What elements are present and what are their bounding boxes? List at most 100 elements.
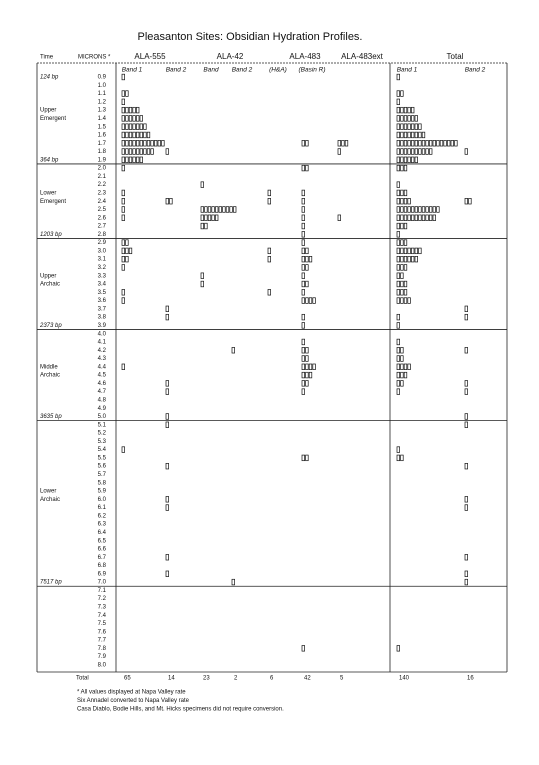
tally-box: [132, 131, 136, 139]
tally: [301, 297, 316, 304]
tally-box: [425, 206, 429, 213]
tally-box: [121, 247, 125, 255]
tally: [396, 388, 400, 395]
period-label: Archaic: [40, 497, 60, 503]
tally-box: [337, 140, 341, 147]
tally: [200, 272, 204, 279]
tally-box: [128, 123, 133, 130]
tally: [396, 371, 408, 379]
tally: [396, 239, 408, 246]
tally: [301, 388, 305, 395]
micron: 2.0: [98, 166, 107, 172]
tally: [396, 645, 400, 652]
tally-box: [403, 164, 408, 172]
total-value: 16: [467, 676, 474, 682]
tally-box: [301, 388, 305, 395]
tally-box: [132, 123, 136, 130]
tally-box: [128, 106, 133, 114]
band-header: (Basin R): [298, 67, 325, 74]
tally-box: [411, 206, 415, 213]
tally: [396, 247, 422, 255]
tally-box: [400, 189, 404, 197]
tally: [165, 313, 169, 321]
tally-box: [464, 313, 468, 321]
tally-box: [308, 371, 313, 379]
tally-box: [121, 98, 125, 105]
micron: 1.6: [98, 133, 107, 139]
tally-box: [403, 115, 408, 122]
tally: [337, 214, 341, 221]
micron: 4.3: [98, 356, 107, 362]
tally-box: [200, 222, 204, 230]
tally-box: [200, 214, 204, 221]
tally-box: [396, 355, 400, 362]
tally-box: [403, 222, 408, 230]
tally-box: [400, 239, 404, 246]
tally-box: [400, 198, 404, 205]
tally-box: [150, 148, 154, 155]
micron: 2.8: [98, 232, 107, 238]
band-header: Band 2: [232, 67, 253, 74]
tally-box: [400, 264, 404, 271]
tally: [301, 338, 305, 346]
tally-box: [425, 214, 429, 221]
tally: [301, 371, 313, 379]
tally-box: [464, 496, 468, 503]
total-value: 42: [304, 676, 311, 682]
tally-box: [396, 131, 400, 139]
tally-box: [165, 554, 169, 561]
micron: 6.6: [98, 547, 107, 553]
tally-box: [146, 140, 151, 147]
tally-box: [136, 148, 140, 155]
tally-box: [128, 156, 133, 163]
tally: [121, 73, 125, 81]
tally-box: [411, 115, 415, 122]
tally-box: [143, 140, 147, 147]
band-header: (H&A): [269, 67, 287, 74]
tally-box: [165, 496, 169, 503]
tally-box: [165, 380, 169, 387]
tally-box: [429, 140, 433, 147]
tally-box: [418, 247, 422, 255]
period-label: Lower: [40, 190, 56, 196]
tally: [396, 454, 404, 462]
tally-box: [407, 297, 411, 304]
tally: [464, 413, 468, 420]
tally-box: [207, 206, 212, 213]
micron: 5.8: [98, 480, 107, 486]
tally-box: [421, 131, 426, 139]
tally: [464, 504, 468, 511]
tally-box: [154, 140, 158, 147]
tally-box: [301, 297, 305, 304]
tally-box: [396, 256, 400, 263]
tally: [121, 198, 125, 205]
tally-box: [400, 347, 404, 354]
tally-box: [403, 239, 408, 246]
tally: [396, 322, 400, 329]
tally-box: [204, 214, 208, 221]
tally-box: [411, 148, 415, 155]
tally-box: [403, 189, 408, 197]
site-header: ALA-42: [217, 52, 244, 61]
tally-box: [200, 272, 204, 279]
tally-box: [121, 123, 125, 130]
tally-box: [396, 280, 400, 288]
tally: [337, 140, 349, 147]
tally-box: [411, 214, 415, 221]
tally: [301, 140, 309, 147]
tally-box: [400, 140, 404, 147]
footnote: Six Annadel converted to Napa Valley rat…: [77, 698, 190, 704]
tally-box: [165, 413, 169, 420]
tally-box: [396, 140, 400, 147]
micron: 6.2: [98, 513, 107, 519]
tally: [301, 363, 316, 370]
tally-box: [411, 247, 415, 255]
tally: [396, 156, 418, 163]
tally-box: [121, 189, 125, 197]
tally-box: [121, 90, 125, 97]
tally: [396, 313, 400, 321]
tally: [121, 131, 151, 139]
tally: [121, 363, 125, 370]
micron: 2.2: [98, 182, 107, 188]
tally-box: [121, 239, 125, 246]
